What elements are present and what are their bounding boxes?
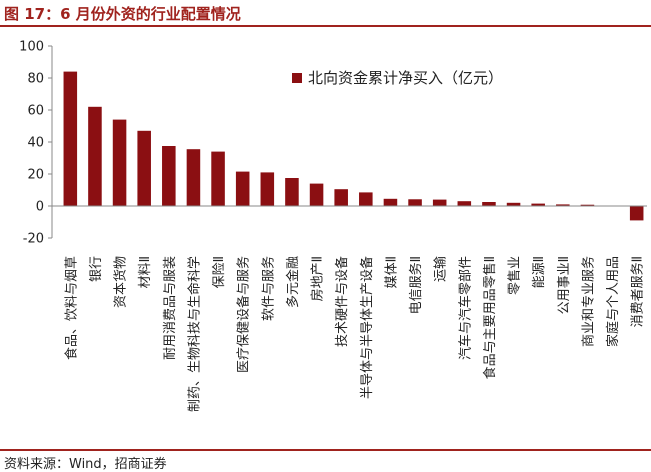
footer-rule [0,449,651,451]
bar [309,183,324,206]
x-tick-label: 家庭与个人用品 [605,256,621,347]
title-rule [0,25,651,27]
bar [629,206,644,221]
x-tick-label: 银行 [89,256,104,282]
bar-chart: -20 0 20 40 60 80 100 食品、饮料与烟草 银行 资本货物 材料Ⅱ 耐用消费品与服… [19,40,647,412]
legend-label: 北向资金累计净买入（亿元） [308,69,503,87]
legend-swatch [292,73,302,83]
x-tick-label: 电信服务Ⅱ [408,256,424,314]
x-tick-label: 运输 [433,256,449,282]
y-tick-label: 100 [19,40,44,55]
bar [531,203,545,206]
bar [63,71,78,206]
figure-title: 图 17：6 月份外资的行业配置情况 [4,5,241,23]
bar [112,119,127,206]
bar [186,149,201,206]
y-tick-label: 20 [27,168,44,183]
x-tick-label: 软件与服务 [260,256,276,321]
bar [334,189,348,206]
bar [432,199,447,206]
bar [580,204,595,206]
chart-area: -20 0 20 40 60 80 100 食品、饮料与烟草 银行 资本货物 材料Ⅱ 耐用消费品与服… [0,28,651,448]
source-note: 资料来源：Wind，招商证券 [4,457,167,472]
x-tick-label: 保险Ⅱ [212,256,227,288]
bar [137,130,151,206]
x-tick-label: 食品与主要用品零售Ⅱ [482,256,498,379]
figure-header: 图 17：6 月份外资的行业配置情况 [0,0,651,27]
y-tick-label: 60 [27,104,44,119]
bar [457,201,472,206]
x-tick-label: 能源Ⅱ [532,256,547,288]
y-tick-label: 0 [36,200,44,215]
x-tick-label: 材料Ⅱ [138,256,153,288]
bar [260,172,275,206]
bar [235,171,250,206]
bars [63,71,644,221]
legend: 北向资金累计净买入（亿元） [292,69,503,87]
bar [383,198,398,206]
y-tick-label: 40 [27,136,44,151]
x-tick-label: 食品、饮料与烟草 [63,256,79,360]
x-tick-label: 房地产Ⅱ [310,256,326,301]
bar [162,146,176,206]
bar [88,106,102,206]
x-tick-label: 多元金融 [285,256,301,308]
x-tick-label: 汽车与汽车零部件 [457,256,473,360]
x-tick-label: 资本货物 [113,256,129,308]
x-tick-label: 制药、生物科技与生命科学 [186,256,202,412]
x-tick-label: 消费者服务Ⅱ [630,256,646,327]
bar [556,204,570,206]
x-tick-label: 半导体与半导体生产设备 [359,256,375,399]
bar [506,202,521,206]
x-tick-label: 媒体Ⅱ [384,256,399,288]
bar [482,202,496,206]
x-tick-label: 零售业 [507,256,523,295]
x-tick-label: 耐用消费品与服装 [163,256,178,360]
x-axis: 食品、饮料与烟草 银行 资本货物 材料Ⅱ 耐用消费品与服装 制药、生物科技与生命科学 保险Ⅱ… [52,205,647,412]
bar [359,192,373,206]
bar [211,151,225,206]
y-tick-label: 80 [27,72,44,87]
x-tick-label: 商业和专业服务 [580,256,596,347]
bar [408,199,422,206]
x-tick-label: 医疗保健设备与服务 [236,256,252,373]
x-tick-label: 公用事业Ⅱ [557,256,572,314]
bar [285,178,299,206]
y-tick-label: -20 [23,232,44,247]
y-axis: -20 0 20 40 60 80 100 [19,40,53,247]
x-tick-label: 技术硬件与设备 [334,256,350,347]
